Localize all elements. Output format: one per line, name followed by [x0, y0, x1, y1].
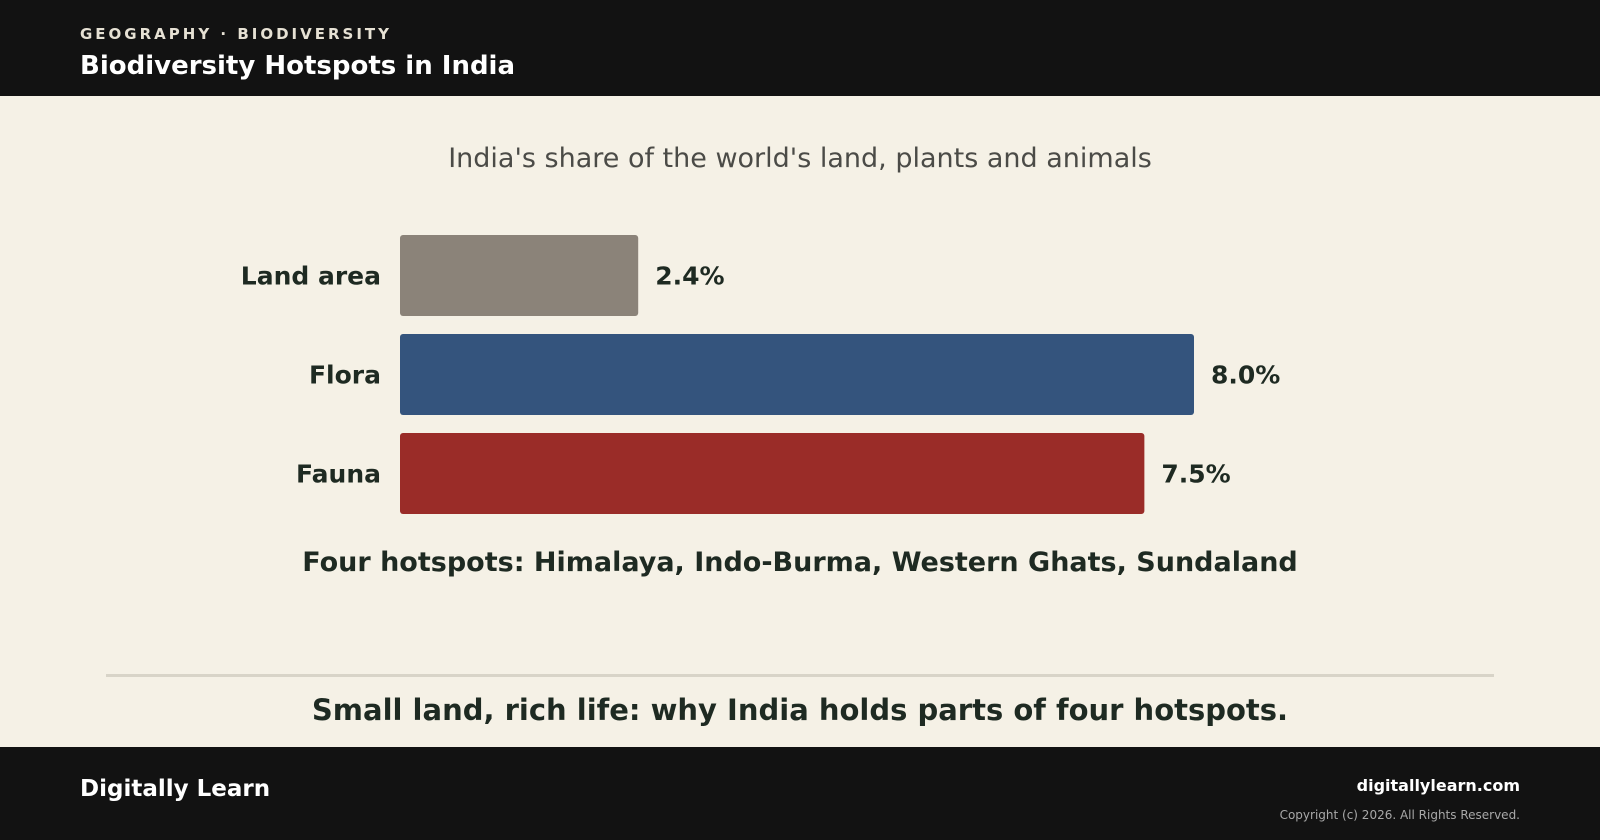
bar-flora [400, 334, 1194, 415]
header-bar: GEOGRAPHY · BIODIVERSITY Biodiversity Ho… [0, 0, 1600, 96]
category-label: Land area [241, 262, 381, 291]
chart-title: India's share of the world's land, plant… [448, 143, 1152, 174]
bar-chart: India's share of the world's land, plant… [241, 143, 1298, 578]
footer-bar: Digitally Learn digitallylearn.com Copyr… [0, 747, 1600, 840]
divider [106, 674, 1494, 677]
value-label: 8.0% [1211, 361, 1280, 390]
chart-note: Four hotspots: Himalaya, Indo-Burma, Wes… [302, 547, 1298, 578]
value-label: 2.4% [655, 262, 724, 291]
footer-brand: Digitally Learn [80, 776, 271, 802]
footer-site-link[interactable]: digitallylearn.com [1356, 776, 1520, 795]
bar-land-area [400, 235, 639, 316]
category-label: Flora [309, 361, 381, 390]
bar-fauna [400, 433, 1145, 514]
footer-copyright: Copyright (c) 2026. All Rights Reserved. [1279, 808, 1520, 822]
page-title: Biodiversity Hotspots in India [80, 51, 516, 81]
caption: Small land, rich life: why India holds p… [311, 693, 1289, 727]
category-label: Fauna [296, 460, 381, 489]
value-label: 7.5% [1161, 460, 1230, 489]
bars-group: Land area 2.4% Flora 8.0% Fauna 7.5% [241, 235, 1280, 514]
header-kicker: GEOGRAPHY · BIODIVERSITY [80, 25, 393, 43]
